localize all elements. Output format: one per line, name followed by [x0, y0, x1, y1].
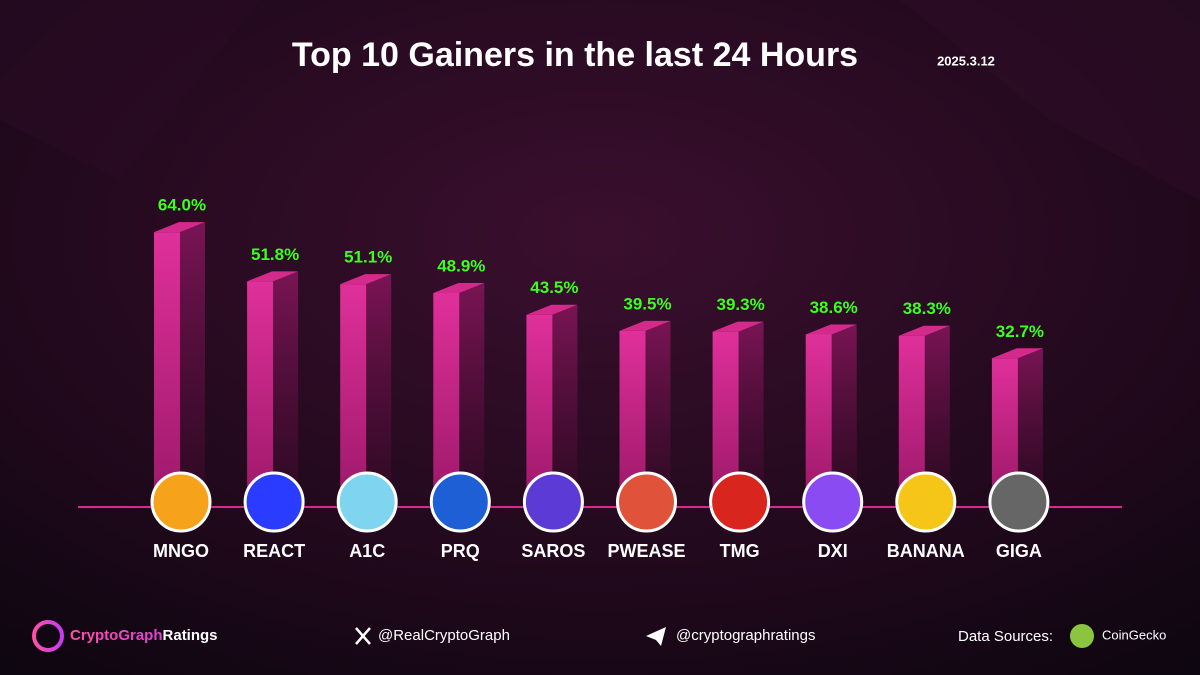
bar — [805, 324, 857, 490]
bar-top — [526, 304, 578, 315]
value-label: 39.3% — [716, 295, 764, 314]
value-label: 38.3% — [903, 299, 951, 318]
x-tick-label: TMG — [720, 541, 760, 561]
x-tick-label: SAROS — [521, 541, 585, 561]
x-tick-label: BANANA — [887, 541, 965, 561]
bar-side — [366, 274, 392, 490]
bar-front — [154, 232, 180, 490]
bar-side — [180, 222, 205, 490]
bar-top — [712, 321, 764, 332]
bar-side — [831, 324, 857, 490]
bar-side — [924, 325, 950, 490]
x-icon — [355, 627, 371, 645]
bar — [340, 274, 392, 490]
value-label: 48.9% — [437, 256, 485, 275]
x-tick-label: PRQ — [441, 541, 480, 561]
bar-top — [991, 348, 1043, 359]
coin-icon — [336, 471, 398, 533]
value-label: 64.0% — [158, 196, 206, 215]
bar-front — [805, 334, 832, 490]
bar — [898, 325, 950, 490]
brand-sub: Ratings — [163, 627, 218, 644]
sources-label: Data Sources: — [958, 628, 1053, 645]
coin-icon — [243, 471, 305, 533]
x-tick-label: DXI — [818, 541, 848, 561]
bar-front — [991, 358, 1018, 490]
bar-front — [526, 314, 553, 490]
bars: 64.0% MNGO 51.8% REACT 51.1% A1C 48.9% PRQ 43.5%… — [150, 196, 1050, 561]
bar — [619, 320, 671, 490]
bar-top — [805, 324, 857, 335]
x-tick-label: MNGO — [153, 541, 209, 561]
bar — [154, 222, 205, 490]
coin-icon — [895, 471, 957, 533]
bar-front — [433, 293, 460, 490]
bar-side — [645, 320, 671, 490]
bar-side — [459, 283, 485, 490]
bar-top — [898, 325, 950, 336]
bar-side — [273, 271, 299, 490]
bar — [433, 283, 485, 490]
bar-front — [898, 335, 925, 490]
bar-top — [340, 274, 392, 285]
bar — [712, 321, 764, 490]
x-tick-label: PWEASE — [607, 541, 685, 561]
brand: CryptoGraphRatings — [70, 627, 218, 644]
bar-side — [738, 321, 764, 490]
telegram-handle: @cryptographratings — [676, 627, 815, 644]
brand-logo — [32, 620, 64, 652]
value-label: 38.6% — [810, 298, 858, 317]
value-label: 43.5% — [530, 278, 578, 297]
value-label: 51.8% — [251, 245, 299, 264]
coin-icon — [429, 471, 491, 533]
bar-front — [712, 331, 739, 490]
bar-side — [552, 304, 578, 490]
decor — [900, 0, 1200, 200]
value-label: 32.7% — [996, 322, 1044, 341]
bar-front — [340, 284, 367, 490]
bar — [991, 348, 1043, 490]
coin-icon — [522, 471, 584, 533]
x-handle: @RealCryptoGraph — [378, 627, 510, 644]
bar-front — [247, 281, 274, 490]
bar — [247, 271, 299, 490]
telegram-icon — [646, 627, 666, 646]
bar-top — [247, 271, 299, 282]
x-tick-label: GIGA — [996, 541, 1042, 561]
bar-front — [619, 330, 646, 490]
coin-icon — [988, 471, 1050, 533]
x-tick-label: A1C — [349, 541, 385, 561]
value-label: 51.1% — [344, 248, 392, 267]
coin-icon — [150, 471, 212, 533]
coin-icon — [802, 471, 864, 533]
bar-top — [433, 283, 485, 294]
brand-main: CryptoGraph — [70, 627, 163, 644]
x-tick-label: REACT — [243, 541, 305, 561]
bar-side — [1017, 348, 1043, 490]
value-label: 39.5% — [623, 294, 671, 313]
bar-top — [619, 320, 671, 331]
bar — [526, 304, 578, 490]
decor — [0, 0, 260, 180]
source: CoinGecko — [1102, 627, 1166, 642]
source-logo — [1070, 624, 1094, 648]
coin-icon — [709, 471, 771, 533]
coin-icon — [616, 471, 677, 533]
bar-top — [154, 222, 205, 233]
chart-title: Top 10 Gainers in the last 24 Hours — [292, 36, 858, 74]
chart-date: 2025.3.12 — [937, 53, 995, 68]
